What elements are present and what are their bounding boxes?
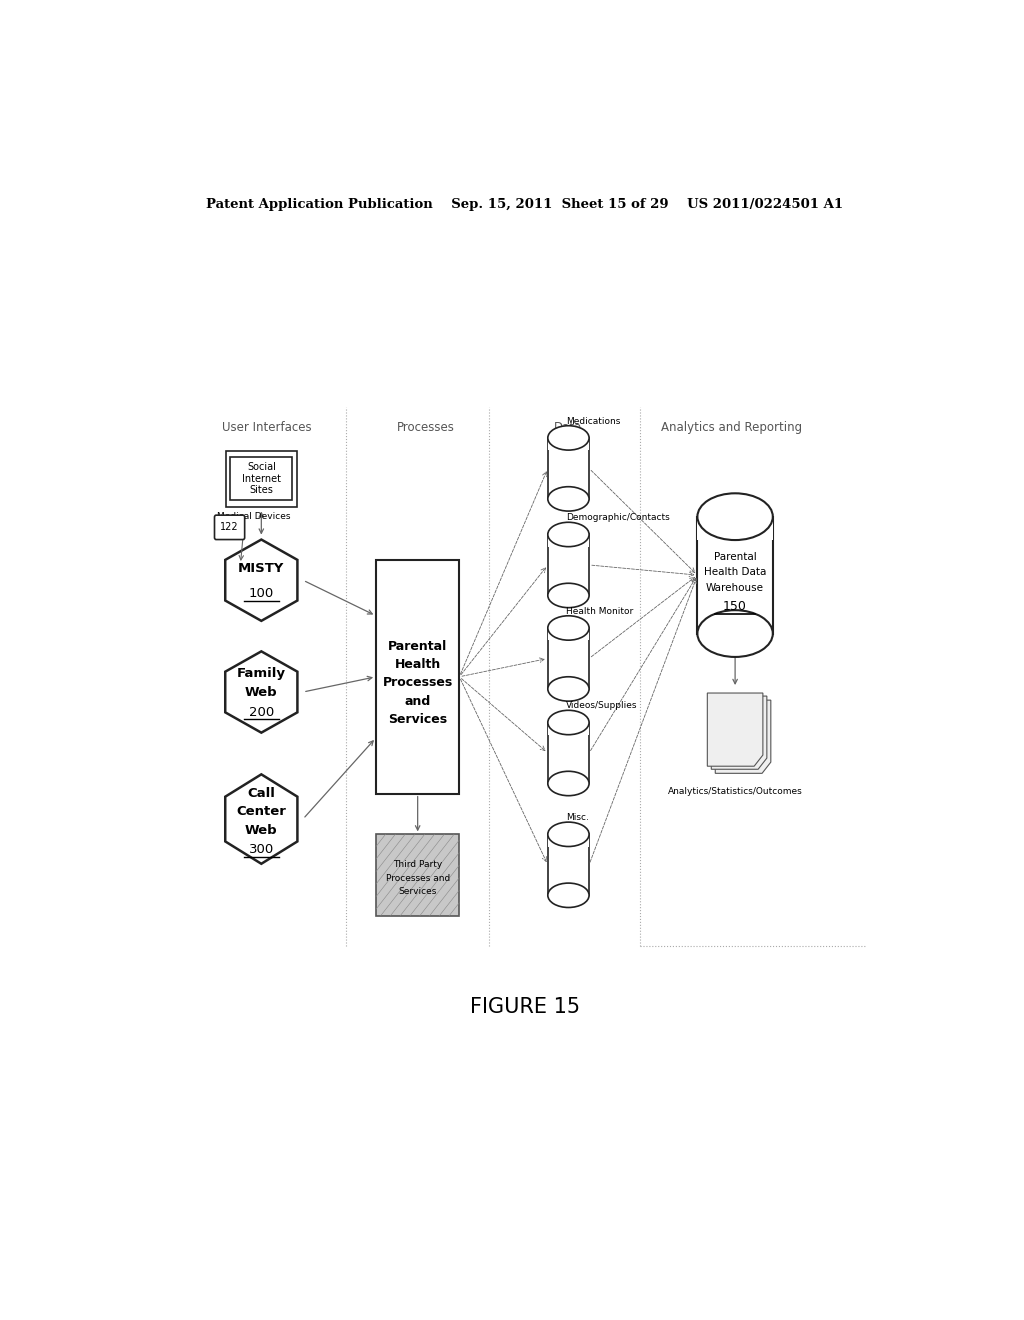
Polygon shape (225, 540, 297, 620)
Text: FIGURE 15: FIGURE 15 (470, 997, 580, 1018)
Text: Warehouse: Warehouse (707, 583, 764, 593)
FancyBboxPatch shape (548, 722, 589, 784)
Text: Patent Application Publication    Sep. 15, 2011  Sheet 15 of 29    US 2011/02245: Patent Application Publication Sep. 15, … (206, 198, 844, 211)
Ellipse shape (548, 822, 589, 846)
FancyBboxPatch shape (230, 457, 292, 500)
Ellipse shape (548, 426, 589, 450)
Text: Processes: Processes (383, 676, 453, 689)
Text: Parental: Parental (714, 552, 757, 562)
Text: 300: 300 (249, 843, 274, 857)
FancyBboxPatch shape (548, 535, 589, 595)
Text: Videos/Supplies: Videos/Supplies (566, 701, 638, 710)
FancyBboxPatch shape (548, 438, 589, 450)
Text: Center: Center (237, 805, 287, 818)
Ellipse shape (548, 487, 589, 511)
FancyBboxPatch shape (548, 834, 589, 895)
Ellipse shape (548, 883, 589, 907)
Ellipse shape (548, 583, 589, 607)
Ellipse shape (548, 771, 589, 796)
Text: Call: Call (248, 787, 275, 800)
Text: Demographic/Contacts: Demographic/Contacts (566, 513, 670, 523)
Text: and: and (404, 694, 431, 708)
Text: Web: Web (245, 685, 278, 698)
Ellipse shape (548, 677, 589, 701)
Ellipse shape (697, 494, 773, 540)
Polygon shape (708, 693, 763, 766)
Polygon shape (225, 651, 297, 733)
Ellipse shape (548, 523, 589, 546)
Ellipse shape (548, 615, 589, 640)
Text: Analytics and Reporting: Analytics and Reporting (660, 421, 802, 434)
Text: Third Party: Third Party (393, 861, 442, 870)
Text: Medications: Medications (566, 417, 621, 426)
Text: Services: Services (398, 887, 437, 896)
Text: Analytics/Statistics/Outcomes: Analytics/Statistics/Outcomes (668, 787, 803, 796)
FancyBboxPatch shape (214, 515, 245, 540)
FancyBboxPatch shape (548, 834, 589, 846)
Text: 122: 122 (220, 523, 239, 532)
Text: Health: Health (394, 659, 440, 671)
Text: Social
Internet
Sites: Social Internet Sites (242, 462, 281, 495)
FancyBboxPatch shape (697, 516, 773, 540)
Text: 100: 100 (249, 587, 274, 599)
Text: Processes and: Processes and (386, 874, 450, 883)
FancyBboxPatch shape (548, 722, 589, 735)
FancyBboxPatch shape (225, 450, 297, 507)
FancyBboxPatch shape (376, 560, 460, 793)
Polygon shape (715, 700, 771, 774)
Text: Processes: Processes (396, 421, 455, 434)
Text: Health Data: Health Data (703, 568, 766, 577)
Text: Data: Data (554, 421, 583, 434)
FancyBboxPatch shape (376, 834, 460, 916)
FancyBboxPatch shape (548, 628, 589, 640)
Text: 150: 150 (723, 601, 748, 612)
Text: Web: Web (245, 824, 278, 837)
FancyBboxPatch shape (548, 628, 589, 689)
Ellipse shape (697, 610, 773, 657)
Text: 200: 200 (249, 706, 274, 719)
Polygon shape (225, 775, 297, 863)
FancyBboxPatch shape (548, 535, 589, 546)
Polygon shape (712, 696, 767, 770)
Text: Health Monitor: Health Monitor (566, 607, 633, 615)
FancyBboxPatch shape (548, 438, 589, 499)
Text: Parental: Parental (388, 640, 447, 653)
Text: Family: Family (237, 667, 286, 680)
Text: MISTY: MISTY (239, 561, 285, 574)
FancyBboxPatch shape (697, 516, 773, 634)
Text: Misc.: Misc. (566, 813, 589, 822)
Ellipse shape (548, 710, 589, 735)
Text: Medical Devices: Medical Devices (217, 512, 291, 520)
Text: User Interfaces: User Interfaces (222, 421, 311, 434)
Text: Services: Services (388, 713, 447, 726)
